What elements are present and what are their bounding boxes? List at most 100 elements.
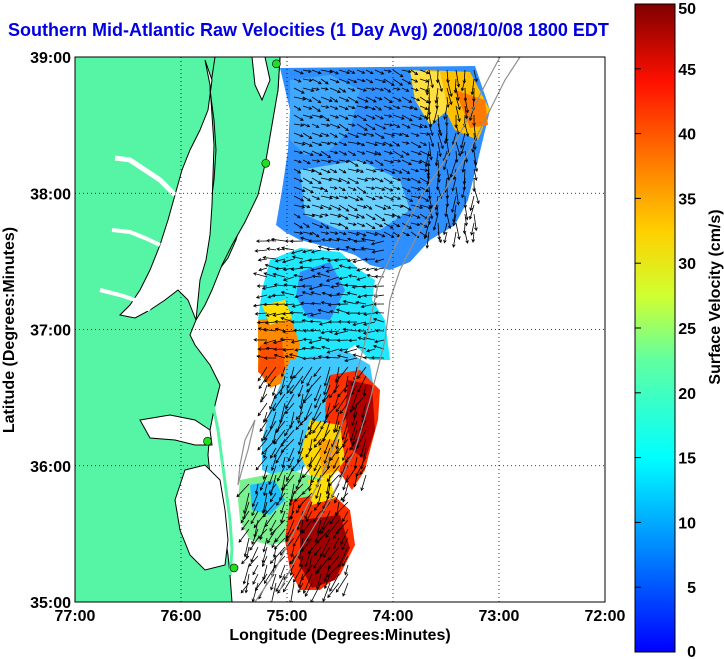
velocity-arrow [291,303,304,308]
velocity-arrow [293,195,305,202]
velocity-arrow [419,213,429,220]
velocity-arrow [288,510,295,521]
velocity-arrow [302,132,313,140]
velocity-arrow [338,213,349,220]
velocity-arrow [310,249,322,254]
velocity-arrow [257,402,268,417]
velocity-arrow [293,123,305,127]
velocity-arrow [307,411,322,431]
velocity-arrow [356,311,367,316]
velocity-arrow [324,355,340,360]
velocity-arrow [280,246,295,251]
velocity-arrow [363,257,376,262]
velocity-arrow [302,159,311,165]
velocity-arrow [280,510,286,524]
x-tick-label: 72:00 [585,608,626,625]
velocity-arrow [342,299,358,305]
velocity-arrow [383,231,395,238]
velocity-arrow [323,366,331,387]
velocity-arrow [302,312,313,317]
velocity-arrow [464,96,469,114]
velocity-arrow [338,69,351,75]
velocity-arrow [383,123,394,127]
velocity-arrow [271,537,277,549]
velocity-arrow [373,284,385,289]
velocity-arrow [311,159,321,163]
velocity-arrow [320,168,331,174]
velocity-arrow [325,519,340,538]
velocity-arrow [320,141,331,146]
velocity-arrow [329,204,342,211]
velocity-arrow [320,177,333,182]
velocity-arrow [302,69,312,73]
velocity-arrow [473,159,479,173]
y-tick-label: 39:00 [30,50,71,67]
velocity-arrow [249,537,259,551]
velocity-arrow [365,78,374,84]
velocity-arrow [401,105,414,110]
velocity-arrow [254,483,259,495]
velocity-arrow [365,186,376,190]
velocity-arrow [347,105,356,110]
outer-banks [210,399,234,576]
velocity-arrow [320,159,332,164]
velocity-arrow [293,69,304,75]
velocity-arrow [302,78,313,82]
velocity-arrow [362,284,376,289]
velocity-arrow [347,231,360,236]
velocity-arrow [356,222,366,227]
velocity-arrow [338,177,351,184]
velocity-arrow [347,123,356,127]
velocity-arrow [293,87,305,94]
velocity-arrow [311,213,324,218]
velocity-arrow [305,447,313,458]
velocity-arrow [372,317,385,323]
radar-station-marker [272,59,281,69]
velocity-arrow [311,150,323,157]
velocity-arrow [328,329,340,334]
velocity-arrow [302,168,315,173]
velocity-arrow [313,546,322,557]
velocity-arrow [291,255,304,260]
velocity-arrow [434,150,439,167]
velocity-arrow [311,141,323,147]
colorbar-ticks: 0 5 10 15 20 25 30 35 40 45 50 [635,1,696,659]
velocity-arrow [325,247,340,252]
velocity-arrow [383,87,392,93]
velocity-arrow [274,327,286,332]
velocity-arrow [344,357,358,363]
velocity-arrow [311,195,321,200]
velocity-arrow [473,69,478,83]
velocity-arrow [317,308,331,314]
radar-station-marker [261,158,271,168]
velocity-arrow [446,213,452,230]
velocity-arrow [383,204,392,209]
velocity-arrow [428,123,434,137]
velocity-arrow [383,159,394,164]
velocity-arrow [273,429,286,445]
velocity-arrow [325,474,331,495]
velocity-arrow [304,582,313,597]
velocity-arrow [401,78,412,85]
velocity-arrow [264,263,277,269]
velocity-arrow [374,141,386,146]
velocity-arrow [320,411,331,431]
velocity-arrow [437,231,442,244]
velocity-arrow [338,87,347,93]
velocity-arrow [318,429,331,446]
velocity-arrow [432,213,439,231]
velocity-arrow [329,69,339,75]
velocity-arrow [455,87,460,102]
y-axis-label: Latitude (Degrees:Minutes) [1,227,18,433]
velocity-arrow [282,329,295,334]
velocity-arrow [336,354,349,359]
velocity-arrow [336,292,349,296]
velocity-arrow [295,411,304,421]
velocity-arrow [302,96,313,102]
velocity-arrow [317,355,331,359]
velocity-arrow [374,222,384,228]
velocity-arrow [392,159,402,163]
velocity-arrow [347,150,357,156]
velocity-arrow [347,177,360,184]
velocity-arrow [356,87,367,92]
